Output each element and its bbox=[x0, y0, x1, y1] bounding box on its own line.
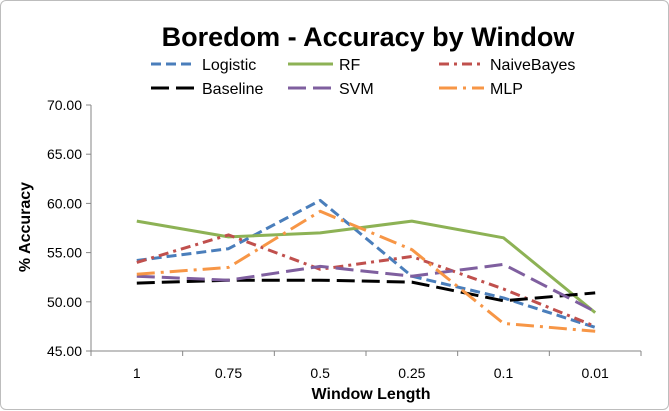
x-tick-label: 0.1 bbox=[494, 365, 514, 381]
y-tick-label: 60.00 bbox=[47, 195, 82, 211]
y-tick-label: 55.00 bbox=[47, 245, 82, 261]
series-line-logistic bbox=[136, 198, 596, 329]
legend-label-baseline: Baseline bbox=[202, 81, 263, 98]
legend-label-logistic: Logistic bbox=[202, 57, 256, 74]
x-tick-label: 0.25 bbox=[398, 365, 425, 381]
series-line-svm bbox=[136, 262, 596, 313]
y-axis-label: % Accuracy bbox=[17, 182, 34, 272]
x-axis-label: Window Length bbox=[312, 386, 431, 403]
x-tick-label: 0.5 bbox=[310, 365, 330, 381]
y-tick-label: 45.00 bbox=[47, 343, 82, 359]
chart-axes: 45.00 50.00 55.00 60.00 65.00 70.00 1 0.75 0.5 0.… bbox=[47, 97, 642, 381]
y-tick-label: 65.00 bbox=[47, 146, 82, 162]
chart-legend: Logistic RF NaiveBayes Baseline SVM MLP bbox=[151, 57, 575, 98]
series-line-rf bbox=[136, 219, 597, 314]
series-line-mlp bbox=[136, 209, 596, 333]
y-tick-label: 50.00 bbox=[47, 294, 82, 310]
series-line-naivebayes bbox=[136, 233, 596, 328]
chart-title: Boredom - Accuracy by Window bbox=[162, 22, 576, 52]
x-tick-label: 1 bbox=[133, 365, 141, 381]
y-tick-label: 70.00 bbox=[47, 97, 82, 113]
legend-label-svm: SVM bbox=[339, 81, 374, 98]
x-tick-label: 0.01 bbox=[582, 365, 609, 381]
series-line-baseline bbox=[136, 278, 596, 303]
legend-label-rf: RF bbox=[339, 57, 361, 74]
legend-label-naivebayes: NaiveBayes bbox=[490, 57, 575, 74]
x-tick-label: 0.75 bbox=[215, 365, 242, 381]
legend-label-mlp: MLP bbox=[490, 81, 523, 98]
chart-series bbox=[136, 198, 597, 333]
